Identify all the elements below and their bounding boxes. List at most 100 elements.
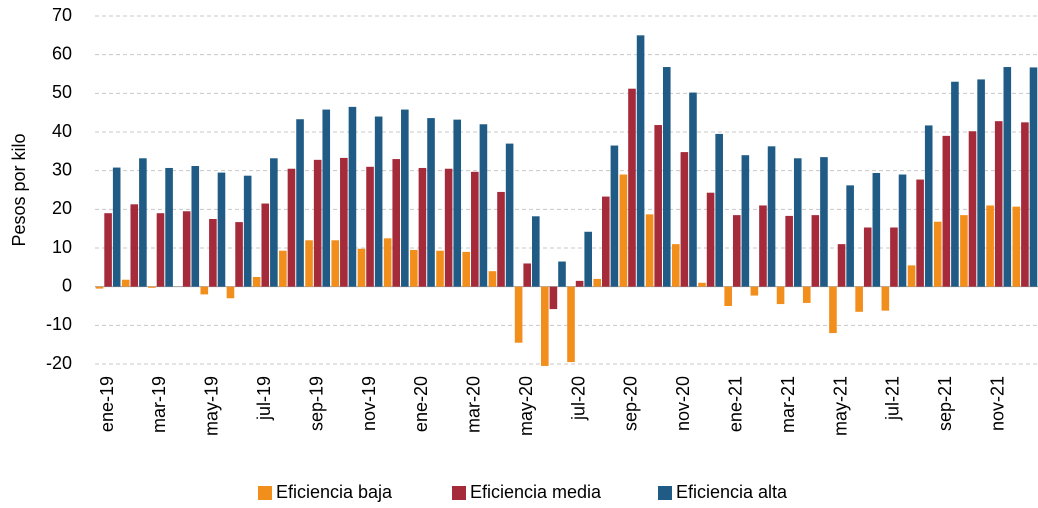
x-tick-label: sep-20 <box>621 376 641 431</box>
bar <box>593 278 601 287</box>
bar <box>802 286 811 303</box>
bar <box>759 205 767 287</box>
x-tick-label: mar-19 <box>149 376 169 433</box>
bar <box>654 125 662 287</box>
x-tick-label: ene-19 <box>97 376 117 432</box>
y-tick-label: 30 <box>52 159 72 179</box>
bar <box>732 215 741 287</box>
bar <box>619 174 628 287</box>
bar <box>924 125 933 287</box>
bar <box>305 240 313 287</box>
x-tick-label: sep-19 <box>306 376 326 431</box>
bar <box>907 265 916 287</box>
bar <box>610 145 619 287</box>
bar <box>401 109 409 287</box>
bar <box>811 215 820 287</box>
bar <box>296 119 304 287</box>
bar <box>1021 122 1029 287</box>
bar <box>863 227 872 287</box>
x-tick-label: may-19 <box>202 376 222 436</box>
x-tick-label: ene-20 <box>411 376 431 432</box>
bar <box>418 167 427 287</box>
y-tick-label: 10 <box>52 237 72 257</box>
bar <box>898 174 907 287</box>
y-axis-label: Pesos por kilo <box>9 133 29 246</box>
x-tick-label: jul-19 <box>254 376 274 421</box>
bar <box>374 116 383 287</box>
bar <box>698 282 706 287</box>
bar <box>165 167 173 287</box>
bar <box>636 35 645 287</box>
bar <box>148 286 156 288</box>
y-tick-label: 0 <box>62 275 72 295</box>
y-tick-label: 20 <box>52 198 72 218</box>
bar <box>671 244 680 287</box>
bar <box>706 192 715 287</box>
bar <box>209 219 217 287</box>
x-tick-label: ene-21 <box>726 376 746 432</box>
bar <box>191 166 200 287</box>
bar <box>261 203 270 287</box>
bar <box>235 222 243 287</box>
bar <box>601 196 610 287</box>
x-tick-label: may-20 <box>516 376 536 436</box>
bar <box>270 158 278 287</box>
bar <box>313 159 322 287</box>
bar <box>855 286 863 312</box>
bar <box>497 191 505 287</box>
bar <box>523 263 532 287</box>
bar <box>340 157 348 287</box>
bar <box>514 286 523 343</box>
bar <box>977 79 985 287</box>
bar <box>750 286 759 296</box>
bar <box>226 286 235 299</box>
x-tick-label: jul-21 <box>883 376 903 421</box>
bar <box>279 250 287 287</box>
bar <box>575 280 584 287</box>
bar <box>916 179 924 287</box>
bar <box>933 221 942 287</box>
bar <box>881 286 890 311</box>
bar <box>357 248 366 287</box>
bar <box>217 172 226 287</box>
bar <box>645 214 654 287</box>
x-tick-label: jul-20 <box>568 376 588 421</box>
bar <box>541 286 549 366</box>
bar <box>436 250 444 287</box>
bar <box>112 167 121 287</box>
bar <box>793 158 802 287</box>
y-tick-label: 50 <box>52 82 72 102</box>
bar <box>628 88 636 287</box>
bar <box>444 168 453 287</box>
bar <box>680 152 689 287</box>
legend-swatch <box>258 486 272 500</box>
bar <box>156 213 165 287</box>
bar <box>776 286 785 305</box>
legend-label: Eficiencia media <box>470 482 602 502</box>
x-tick-label: nov-20 <box>673 376 693 431</box>
bar <box>890 227 898 287</box>
bar <box>820 157 828 287</box>
bar <box>410 249 418 287</box>
legend-swatch <box>658 486 672 500</box>
bar <box>689 92 697 287</box>
x-tick-label: nov-19 <box>359 376 379 431</box>
bar <box>479 124 488 287</box>
bar <box>986 205 994 287</box>
bar <box>139 158 147 287</box>
y-tick-label: 40 <box>52 121 72 141</box>
bar <box>951 81 959 287</box>
x-tick-label: mar-20 <box>464 376 484 433</box>
bar <box>287 168 296 287</box>
bar <box>392 159 401 287</box>
y-tick-label: -20 <box>46 353 72 373</box>
bar <box>532 216 540 287</box>
bar <box>383 238 392 287</box>
bar <box>331 240 340 287</box>
bar <box>942 135 951 287</box>
bar <box>715 133 723 287</box>
bar <box>121 279 130 287</box>
bar <box>549 286 558 310</box>
bar <box>662 67 671 287</box>
